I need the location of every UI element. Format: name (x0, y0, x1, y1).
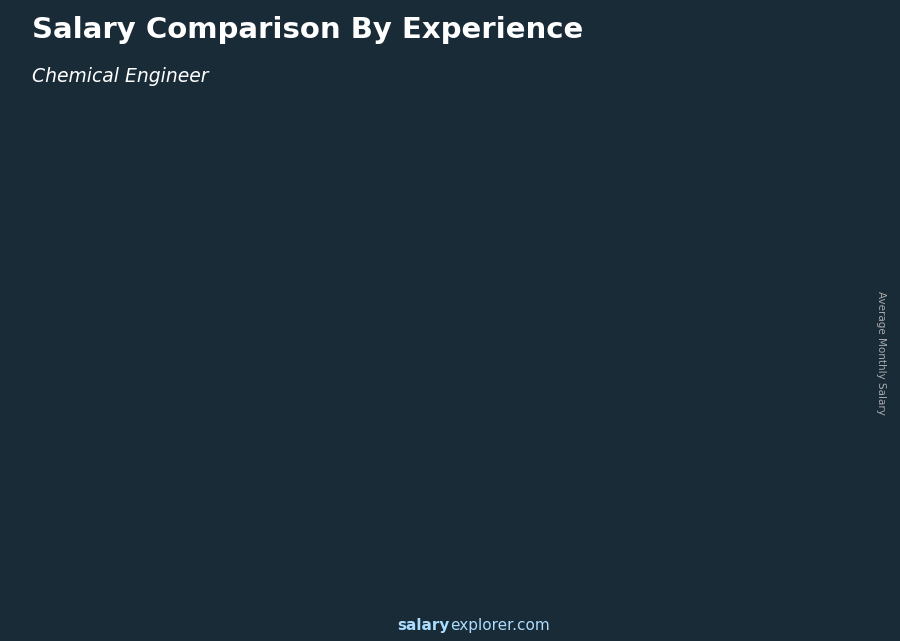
Bar (187, 484, 252, 590)
Polygon shape (311, 424, 391, 431)
Polygon shape (187, 479, 266, 484)
Text: +nan%: +nan% (256, 380, 321, 398)
Polygon shape (436, 369, 515, 378)
Bar (684, 272, 688, 590)
Polygon shape (252, 479, 266, 590)
Bar (560, 325, 624, 590)
Text: 0 STD: 0 STD (455, 352, 495, 365)
Bar (734, 51, 873, 80)
Polygon shape (624, 558, 639, 590)
Polygon shape (128, 583, 142, 590)
Text: Salary Comparison By Experience: Salary Comparison By Experience (32, 16, 583, 44)
Polygon shape (748, 259, 763, 590)
Polygon shape (500, 369, 515, 590)
Bar (187, 484, 193, 590)
Text: Average Monthly Salary: Average Monthly Salary (877, 290, 886, 415)
Bar (684, 272, 748, 590)
Bar (63, 537, 68, 590)
Text: +nan%: +nan% (380, 325, 445, 343)
Polygon shape (500, 564, 515, 590)
Text: 0 STD: 0 STD (331, 407, 371, 420)
Polygon shape (734, 22, 778, 109)
Bar (63, 537, 128, 590)
Polygon shape (684, 259, 763, 272)
Text: 0 STD: 0 STD (83, 517, 122, 530)
Bar (311, 431, 317, 590)
Text: 0 STD: 0 STD (207, 462, 247, 475)
Bar (734, 80, 873, 109)
Text: ★: ★ (832, 59, 844, 72)
Text: +nan%: +nan% (504, 270, 569, 288)
Polygon shape (748, 551, 763, 590)
Polygon shape (252, 577, 266, 590)
Polygon shape (560, 314, 639, 325)
Text: +nan%: +nan% (131, 435, 197, 453)
Text: +nan%: +nan% (628, 215, 693, 233)
Text: 0 STD: 0 STD (704, 242, 743, 255)
Bar (436, 378, 441, 590)
Text: Chemical Engineer: Chemical Engineer (32, 67, 208, 87)
Text: explorer.com: explorer.com (450, 619, 550, 633)
Bar (734, 22, 873, 51)
Text: salary: salary (398, 619, 450, 633)
Polygon shape (624, 314, 639, 590)
Polygon shape (128, 535, 142, 590)
Text: ★: ★ (805, 59, 815, 72)
Bar (560, 325, 564, 590)
Text: 0 STD: 0 STD (580, 297, 619, 310)
Polygon shape (63, 535, 142, 537)
Polygon shape (376, 570, 391, 590)
Polygon shape (376, 424, 391, 590)
Bar (311, 431, 376, 590)
Bar (436, 378, 500, 590)
